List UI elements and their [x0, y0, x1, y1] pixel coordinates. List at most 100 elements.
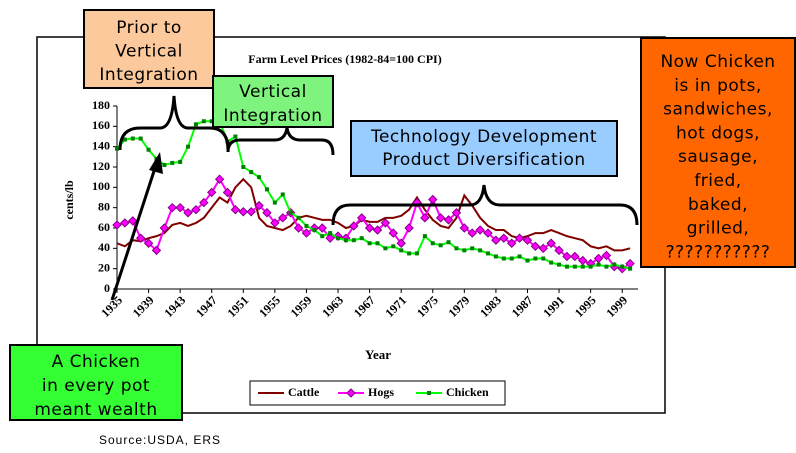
point: [554, 245, 564, 256]
point: [241, 165, 246, 169]
point: [588, 264, 593, 269]
point: [430, 241, 435, 246]
arrow: [110, 164, 158, 301]
point: [115, 146, 119, 151]
annotation-text: Prior to: [116, 18, 182, 38]
annotation-box: [640, 37, 796, 268]
annotation-box: [9, 344, 183, 421]
point: [612, 262, 617, 267]
annotation-text: ???????????: [666, 242, 771, 262]
point: [380, 218, 391, 228]
point: [296, 215, 301, 220]
point: [272, 200, 277, 205]
point: [391, 244, 396, 249]
chart-title: Farm Level Prices (1982-84=100 CPI): [248, 52, 441, 66]
point: [459, 223, 470, 233]
point: [396, 238, 406, 248]
point: [246, 207, 256, 217]
point: [222, 187, 233, 198]
point: [264, 187, 269, 192]
point: [546, 238, 556, 248]
annotation-text: Now Chicken: [660, 52, 775, 72]
y-tick-label: 80: [98, 199, 110, 213]
point: [120, 218, 130, 228]
point: [557, 262, 562, 267]
annotation-text: Technology Development: [370, 127, 597, 147]
point: [483, 228, 493, 238]
point: [404, 223, 414, 233]
y-tick-label: 140: [92, 138, 110, 152]
point: [209, 119, 214, 124]
point: [446, 240, 451, 245]
annotation-text: fried,: [694, 171, 741, 191]
y-tick-label: 0: [104, 281, 110, 295]
point: [186, 144, 191, 149]
point: [293, 223, 304, 233]
legend-marker: [346, 388, 356, 398]
point: [112, 220, 122, 230]
annotation-text: grilled,: [687, 219, 750, 239]
point: [604, 264, 609, 269]
point: [420, 213, 430, 223]
point: [593, 253, 604, 264]
annotation-text: A Chicken: [52, 352, 141, 372]
point: [475, 225, 485, 235]
point: [312, 228, 317, 233]
point: [522, 235, 533, 245]
point: [288, 210, 293, 215]
point: [399, 248, 404, 253]
point: [199, 197, 209, 208]
point: [280, 192, 285, 197]
y-tick-label: 180: [92, 98, 110, 112]
annotation-text: is in pots,: [674, 76, 762, 96]
point: [580, 264, 585, 269]
point: [364, 223, 375, 233]
point: [501, 256, 506, 261]
annotation-box: [83, 9, 215, 89]
point: [462, 248, 467, 253]
point: [359, 236, 364, 241]
y-tick-label: 160: [92, 118, 110, 132]
point: [564, 264, 569, 269]
point: [138, 136, 143, 141]
annotations: Prior to Vertical Integration Vertical Integ…: [34, 18, 775, 420]
point: [572, 264, 577, 269]
point: [317, 223, 327, 233]
point: [170, 160, 175, 165]
annotation-text: Integration: [223, 106, 322, 126]
annotation-text: Product Diversification: [382, 150, 585, 170]
point: [628, 266, 633, 271]
annotation-box: [212, 75, 334, 128]
x-axis-label: Year: [365, 347, 391, 362]
point: [509, 256, 514, 261]
point: [372, 225, 383, 235]
point: [328, 231, 333, 236]
point: [435, 213, 446, 223]
point: [146, 147, 151, 152]
point: [506, 238, 517, 248]
point: [230, 204, 241, 215]
point: [414, 251, 419, 256]
annotation-text: hot dogs,: [676, 123, 760, 143]
point: [301, 228, 312, 238]
point: [375, 241, 380, 246]
bracket: [331, 184, 639, 226]
point: [478, 248, 483, 253]
point: [443, 215, 454, 225]
point: [499, 233, 509, 243]
point: [336, 236, 341, 241]
point: [549, 260, 554, 265]
legend-items: Cattle Hogs Chicken: [258, 385, 489, 399]
point: [517, 254, 522, 259]
point: [349, 221, 359, 231]
bracket: [118, 95, 230, 151]
point: [493, 254, 498, 259]
point: [143, 238, 154, 248]
series-line: [116, 177, 631, 252]
point: [135, 233, 146, 243]
point: [183, 208, 193, 218]
point: [530, 241, 541, 252]
y-tick-label: 100: [92, 179, 110, 193]
point: [538, 243, 548, 254]
point: [451, 208, 462, 218]
